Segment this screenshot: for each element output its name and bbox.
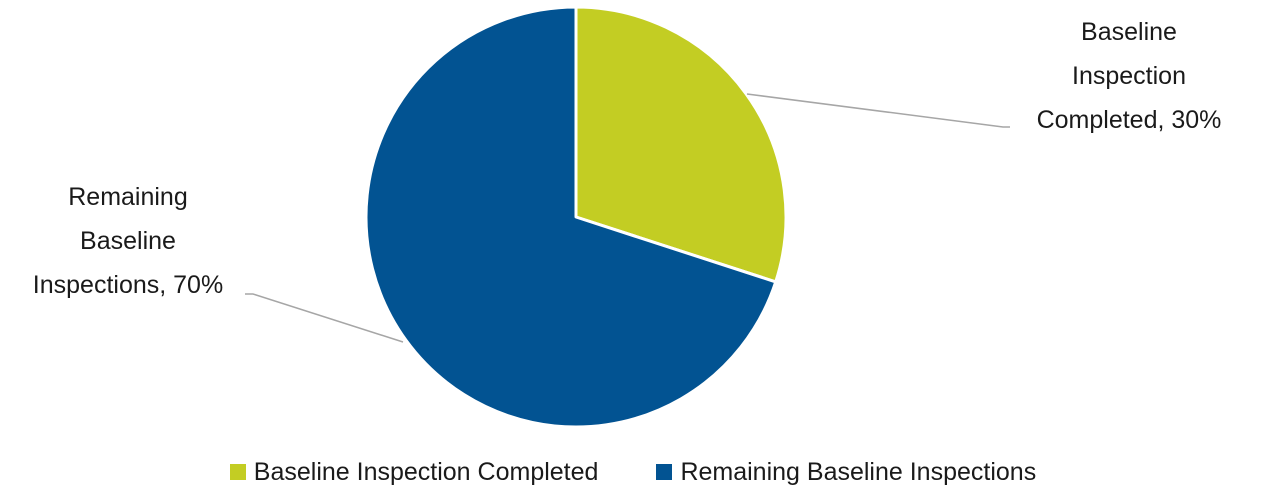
pie-slice-baseline-completed bbox=[574, 5, 788, 284]
data-label-line: Baseline bbox=[80, 227, 176, 255]
legend: Baseline Inspection Completed Remaining … bbox=[0, 455, 1266, 489]
data-label-line: Inspections, 70% bbox=[33, 271, 223, 299]
data-label-line: Remaining bbox=[68, 183, 188, 211]
data-label-line: Baseline bbox=[1081, 18, 1177, 46]
pie-chart: Baseline Inspection Completed, 30% Remainin… bbox=[33, 5, 1222, 429]
leader-line-remaining-baseline bbox=[245, 293, 404, 343]
legend-item-remaining-baseline: Remaining Baseline Inspections bbox=[656, 458, 1036, 487]
data-label-remaining-baseline: Remaining Baseline Inspections, 70% bbox=[33, 183, 223, 299]
leader-line-baseline-completed bbox=[746, 93, 1010, 128]
legend-swatch-baseline-completed bbox=[229, 464, 246, 480]
data-label-line: Completed, 30% bbox=[1037, 106, 1222, 134]
pie-slices bbox=[364, 5, 788, 429]
data-label-line: Inspection bbox=[1072, 62, 1186, 90]
data-label-baseline-completed: Baseline Inspection Completed, 30% bbox=[1037, 18, 1222, 134]
legend-item-baseline-completed: Baseline Inspection Completed bbox=[229, 457, 599, 487]
legend-label-remaining-baseline: Remaining Baseline Inspections bbox=[680, 457, 1037, 486]
legend-label-baseline-completed: Baseline Inspection Completed bbox=[253, 457, 599, 486]
pie-slice-remaining-baseline bbox=[364, 5, 778, 429]
data-labels: Baseline Inspection Completed, 30% Remainin… bbox=[33, 18, 1222, 299]
leader-lines bbox=[245, 93, 1010, 343]
legend-swatch-remaining-baseline bbox=[656, 464, 673, 480]
